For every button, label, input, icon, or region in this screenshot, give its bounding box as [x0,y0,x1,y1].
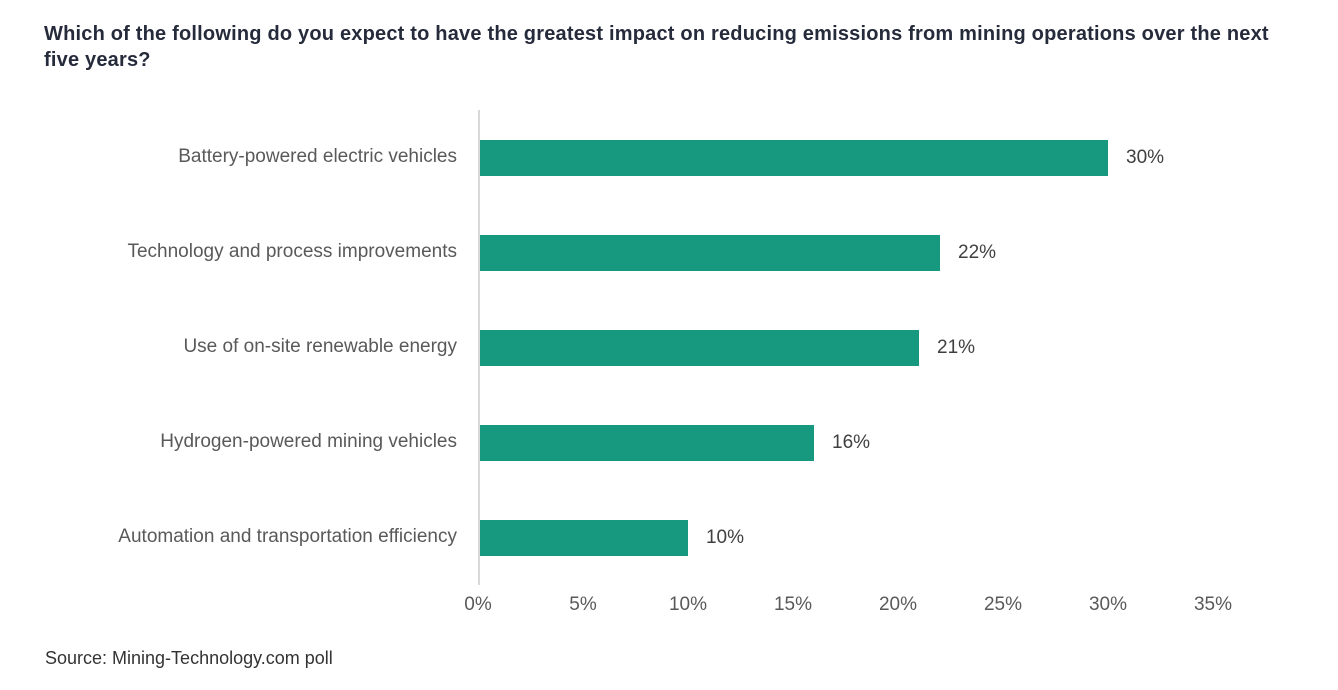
x-axis-tick-label: 0% [464,594,492,615]
bar [480,424,814,461]
bar-track: 22% [478,234,1213,271]
x-axis-tick-label: 30% [1088,594,1128,615]
chart-row: Hydrogen-powered mining vehicles 16% [44,395,1213,490]
bar-track: 16% [478,424,1213,461]
bar [480,519,688,556]
bar [480,234,940,271]
value-label: 22% [958,241,997,263]
chart-title: Which of the following do you expect to … [44,23,1269,71]
y-axis-line [478,110,480,585]
chart-row: Battery-powered electric vehicles 30% [44,110,1213,205]
value-label: 16% [832,431,871,453]
bar-track: 21% [478,329,1213,366]
chart-row: Use of on-site renewable energy 21% [44,300,1213,395]
value-label: 30% [1126,146,1165,168]
bar-track: 10% [478,519,1213,556]
x-axis: 0% 5% 10% 15% 20% 25% 30% 35% [464,594,1232,624]
chart-row: Technology and process improvements 22% [44,205,1213,300]
bar-track: 30% [478,139,1213,176]
x-axis-tick-label: 25% [983,594,1023,615]
category-label: Technology and process improvements [127,241,457,263]
bar-chart-plot-area: Battery-powered electric vehicles 30% Tech… [44,110,1213,585]
chart-row: Automation and transportation efficiency… [44,490,1213,585]
category-label: Hydrogen-powered mining vehicles [160,431,457,453]
bar [480,329,919,366]
category-label: Battery-powered electric vehicles [178,146,457,168]
x-axis-tick-label: 15% [773,594,813,615]
value-label: 21% [937,336,976,358]
category-label: Use of on-site renewable energy [183,336,457,358]
bar [480,139,1108,176]
value-label: 10% [705,526,745,548]
source-note: Source: Mining-Technology.com poll [45,648,333,668]
x-axis-tick-label: 35% [1193,594,1233,615]
x-axis-tick-label: 10% [668,594,708,615]
x-axis-tick-label: 20% [878,594,918,615]
x-axis-tick-label: 5% [569,594,597,615]
category-label: Automation and transportation efficiency [118,526,457,548]
